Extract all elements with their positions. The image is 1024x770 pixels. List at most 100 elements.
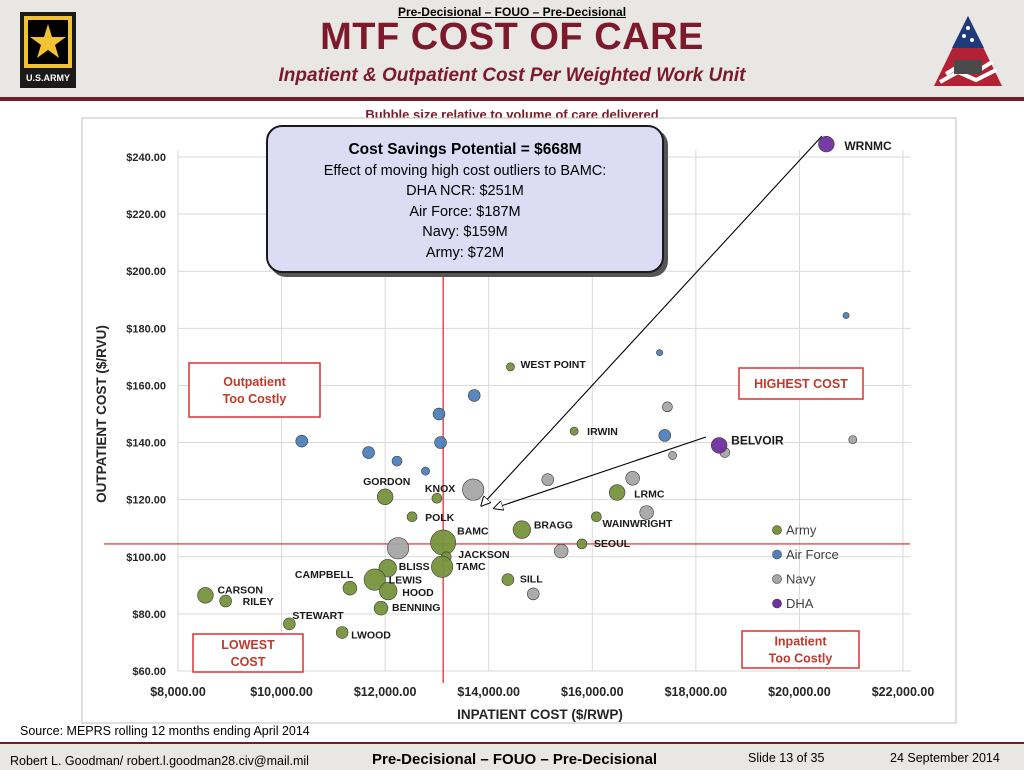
army-bubble: [373, 600, 389, 616]
army-bubble: [379, 581, 398, 601]
air-force-bubble: [434, 436, 447, 449]
header-band: [0, 0, 1024, 100]
air-force-bubble: [432, 407, 446, 421]
army-bubble: [363, 568, 386, 591]
army-bubble: [591, 511, 602, 523]
footer-date: 24 September 2014: [890, 751, 1000, 765]
quadrant-label: LOWEST: [221, 638, 275, 652]
point-labels: WEST POINT IRWIN GORDON KNOX POLK LRMC BRAGG WA…: [217, 139, 892, 641]
callout-line: Army: $72M: [425, 244, 505, 261]
footer-bar: Robert L. Goodman/ robert.l.goodman28.ci…: [0, 742, 1024, 770]
footer-slide-number: Slide 13 of 35: [748, 751, 825, 765]
legend-label: Army: [786, 523, 817, 538]
point-label: KNOX: [425, 483, 455, 495]
legend-marker: [772, 525, 782, 535]
air-force-bubble: [421, 466, 430, 476]
y-axis-title: OUTPATIENT COST ($/RVU): [94, 325, 109, 503]
y-tick-label: $220.00: [126, 209, 166, 221]
footer-classification: Pre-Decisional – FOUO – Pre-Decisional: [372, 751, 658, 768]
y-tick-label: $120.00: [126, 495, 166, 507]
point-label: HOOD: [402, 587, 434, 599]
data-points: [197, 135, 858, 639]
army-bubble: [512, 520, 531, 539]
us-army-logo: U.S.ARMY: [20, 12, 76, 88]
army-bubble: [430, 529, 457, 556]
point-label: POLK: [425, 512, 455, 524]
air-force-bubble: [658, 429, 672, 442]
header-divider: [0, 97, 1024, 101]
army-bubble: [576, 538, 588, 550]
navy-bubble: [625, 471, 640, 486]
quadrant-box: [192, 633, 304, 673]
point-label: WEST POINT: [520, 359, 586, 371]
air-force-bubble: [842, 312, 850, 319]
point-label: LWOOD: [351, 629, 391, 641]
point-label: CARSON: [217, 584, 263, 596]
point-label: CAMPBELL: [295, 569, 354, 581]
dha-bubble: [711, 437, 728, 454]
point-label: LEWIS: [389, 575, 422, 587]
point-label: LRMC: [634, 489, 665, 501]
callout-title: Cost Savings Potential = $668M: [348, 141, 582, 158]
point-label: WRNMC: [844, 139, 892, 153]
air-force-bubble: [391, 455, 403, 467]
navy-bubble: [541, 473, 554, 486]
legend-label: Air Force: [786, 547, 839, 562]
point-label: STEWART: [292, 610, 344, 622]
callout-line: Navy: $159M: [422, 224, 508, 240]
point-label: BENNING: [392, 602, 440, 614]
legend-marker: [772, 598, 782, 609]
army-bubble: [342, 580, 358, 596]
quadrant-box: [188, 362, 321, 418]
quadrant-label: Too Costly: [769, 652, 833, 666]
army-bubble: [569, 426, 579, 436]
navy-bubble: [668, 451, 677, 460]
callout-line: DHA NCR: $251M: [406, 183, 524, 199]
quadrant-label: Too Costly: [223, 392, 287, 406]
legend-label: Navy: [786, 572, 816, 587]
point-label: TAMC: [456, 561, 486, 573]
quadrant-labels: Outpatient Too Costly HIGHEST COST LOWEST CO…: [188, 362, 864, 673]
classification-banner: Pre-Decisional – FOUO – Pre-Decisional: [397, 5, 627, 19]
army-bubble: [608, 484, 626, 501]
callout-line: Air Force: $187M: [409, 203, 521, 220]
army-bubble: [283, 617, 296, 631]
reference-lines: [104, 270, 910, 683]
legend-marker: [772, 549, 782, 560]
army-bubble: [219, 594, 232, 608]
quadrant-label: HIGHEST COST: [754, 377, 848, 391]
y-tick-label: $100.00: [126, 552, 166, 564]
army-star-icon: [30, 24, 66, 58]
y-tick-label: $60.00: [132, 666, 166, 678]
point-label: SEOUL: [594, 538, 631, 550]
y-tick-label: $140.00: [126, 438, 166, 450]
y-tick-label: $160.00: [126, 380, 166, 392]
point-label: GORDON: [363, 476, 410, 488]
arrow-line: [482, 135, 823, 505]
navy-bubble: [848, 435, 858, 445]
quadrant-label: COST: [231, 655, 266, 669]
legend-label: DHA: [786, 596, 814, 611]
y-tick-label: $80.00: [132, 609, 166, 621]
army-bubble: [335, 626, 349, 639]
legend: Army Air Force Navy DHA: [772, 523, 839, 611]
savings-callout: Cost Savings Potential = $668M Effect of…: [266, 125, 664, 273]
x-tick-label: $12,000.00: [354, 685, 417, 699]
point-label: BLISS: [399, 561, 430, 573]
arrow-line: [495, 436, 707, 508]
callout-arrows: [482, 135, 823, 508]
callout-line: Effect of moving high cost outliers to B…: [323, 162, 607, 179]
x-tick-label: $14,000.00: [457, 685, 520, 699]
air-force-bubble: [467, 389, 481, 402]
point-label: BRAGG: [534, 520, 573, 532]
point-label: SILL: [520, 574, 543, 586]
navy-bubble: [387, 537, 410, 560]
air-force-bubble: [362, 446, 375, 459]
source-note: Source: MEPRS rolling 12 months ending A…: [20, 724, 310, 738]
y-tick-label: $180.00: [126, 323, 166, 335]
footer-author: Robert L. Goodman/ robert.l.goodman28.ci…: [10, 754, 309, 768]
army-bubble: [501, 573, 515, 586]
y-tick-label: $240.00: [126, 152, 166, 164]
air-force-bubble: [656, 349, 664, 357]
